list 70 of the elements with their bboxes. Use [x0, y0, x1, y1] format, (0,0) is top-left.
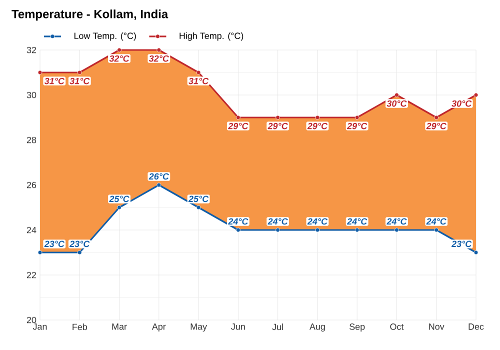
point	[77, 70, 82, 75]
x-tick-label: Dec	[468, 324, 484, 330]
x-tick-label: Mar	[112, 324, 127, 330]
legend-label: Low Temp. (°C)	[74, 32, 136, 41]
x-tick-label: Aug	[310, 324, 325, 332]
point	[315, 115, 320, 120]
data-label: 25°C	[188, 196, 209, 202]
point	[474, 92, 478, 98]
point	[354, 115, 360, 120]
point	[354, 228, 360, 232]
data-label: 30°C	[452, 100, 472, 107]
point	[117, 48, 122, 52]
y-tick-label: 28	[26, 136, 36, 144]
point	[434, 228, 439, 232]
data-label: 24°C	[346, 218, 368, 225]
x-tick-label: Apr	[152, 324, 166, 332]
point	[276, 228, 280, 232]
data-label: 29°C	[228, 122, 248, 130]
data-label: 29°C	[307, 122, 328, 130]
point	[77, 250, 82, 255]
point	[156, 48, 162, 52]
x-tick-label: Sep	[350, 324, 365, 332]
point	[394, 228, 399, 232]
chart-title: Temperature - Kollam, India	[12, 10, 168, 21]
point	[236, 115, 240, 120]
point	[38, 70, 42, 75]
data-label: 23°C	[44, 240, 65, 248]
data-label: 31°C	[44, 78, 65, 84]
point	[117, 205, 122, 210]
point	[196, 70, 201, 75]
point	[434, 115, 439, 120]
data-label: 23°C	[69, 240, 90, 248]
data-label: 24°C	[268, 218, 288, 225]
point	[38, 250, 42, 255]
point	[394, 92, 399, 98]
y-tick-label: 24	[26, 226, 36, 234]
data-label: 24°C	[426, 218, 446, 225]
point	[156, 182, 162, 188]
y-tick-label: 20	[26, 316, 36, 324]
point	[236, 228, 240, 232]
data-label: 29°C	[268, 122, 288, 130]
data-label: 26°C	[148, 173, 170, 180]
x-tick-label: Feb	[72, 324, 87, 330]
data-label: 29°C	[426, 122, 446, 130]
data-label: 29°C	[346, 122, 368, 130]
data-label: 24°C	[386, 218, 407, 225]
x-tick-label: Jul	[272, 324, 283, 330]
data-label: 30°C	[386, 100, 407, 107]
x-tick-label: Jan	[32, 324, 47, 330]
y-tick-label: 26	[26, 182, 36, 188]
data-label: 32°C	[148, 55, 170, 62]
point	[474, 250, 478, 255]
point	[315, 228, 320, 232]
x-tick-label: Jun	[231, 324, 245, 330]
legend-label: High Temp. (°C)	[180, 32, 244, 41]
data-label: 25°C	[109, 196, 130, 202]
x-tick-label: Nov	[429, 324, 444, 330]
point	[196, 205, 201, 210]
y-tick-label: 30	[26, 92, 36, 98]
x-tick-label: Oct	[390, 324, 404, 330]
data-label: 32°C	[109, 55, 130, 62]
data-label: 23°C	[451, 240, 472, 248]
x-tick-label: May	[190, 324, 207, 332]
data-label: 31°C	[70, 78, 90, 84]
y-tick-label: 32	[26, 46, 36, 54]
data-label: 31°C	[188, 78, 209, 84]
data-label: 24°C	[307, 218, 328, 225]
data-label: 24°C	[228, 218, 248, 225]
y-tick-label: 22	[26, 272, 36, 278]
point	[276, 115, 280, 120]
